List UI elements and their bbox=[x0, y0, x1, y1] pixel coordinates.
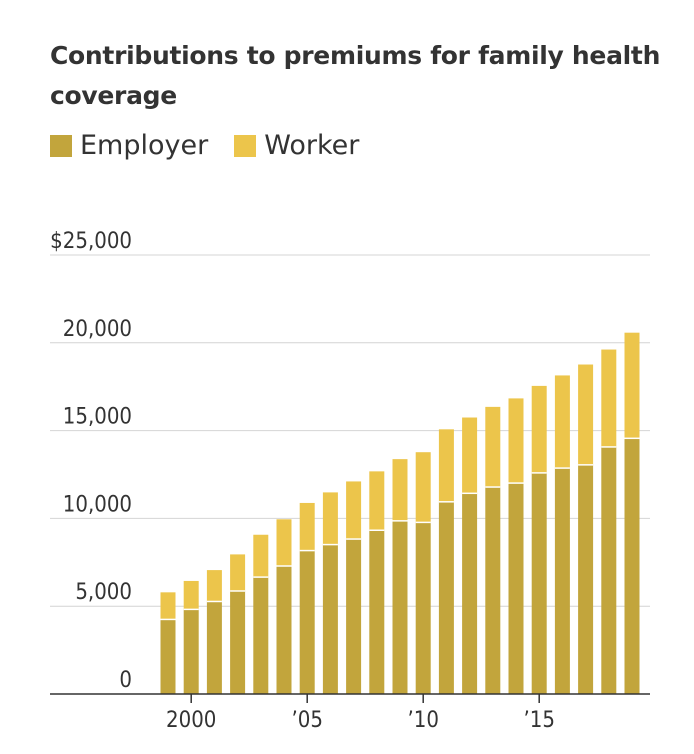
bar-worker-2015 bbox=[531, 385, 547, 473]
axes: 0 5,000 10,000 15,000 20,000 $25,000 2000 ’05 ’1… bbox=[50, 229, 650, 733]
legend-item-employer: Employer bbox=[50, 130, 208, 161]
y-tick-label: 20,000 bbox=[63, 317, 132, 342]
legend-swatch-worker bbox=[234, 134, 257, 157]
chart-title: Contributions to premiums for family hea… bbox=[50, 41, 661, 110]
bar-worker-2006 bbox=[322, 492, 338, 545]
bar-worker-2013 bbox=[485, 406, 501, 488]
bar-employer-2014 bbox=[508, 483, 524, 694]
bar-employer-2005 bbox=[299, 550, 315, 694]
y-tick-label: $25,000 bbox=[50, 229, 132, 254]
bar-worker-2014 bbox=[508, 398, 524, 484]
bar-employer-2012 bbox=[462, 493, 478, 694]
bar-employer-2009 bbox=[392, 520, 408, 694]
legend-label-employer: Employer bbox=[80, 130, 209, 161]
bar-employer-2006 bbox=[322, 544, 338, 694]
legend-label-worker: Worker bbox=[264, 130, 360, 161]
bar-worker-2018 bbox=[601, 349, 617, 447]
legend-item-worker: Worker bbox=[234, 130, 359, 161]
bar-employer-2003 bbox=[253, 577, 269, 694]
bar-employer-2018 bbox=[601, 446, 617, 694]
bar-worker-2017 bbox=[578, 364, 594, 465]
bar-worker-2000 bbox=[183, 580, 199, 610]
bar-employer-2000 bbox=[183, 609, 199, 694]
bar-worker-2002 bbox=[230, 554, 246, 591]
x-tick-label: ’15 bbox=[523, 708, 554, 733]
bar-employer-2008 bbox=[369, 530, 385, 694]
y-tick-label: 15,000 bbox=[63, 405, 132, 430]
legend: Employer Worker bbox=[50, 130, 385, 161]
y-tick-label: 0 bbox=[119, 668, 132, 693]
bar-employer-2001 bbox=[206, 601, 222, 694]
bar-employer-2002 bbox=[230, 590, 246, 694]
bar-worker-2003 bbox=[253, 534, 269, 578]
bar-worker-2001 bbox=[206, 570, 222, 602]
y-tick-label: 5,000 bbox=[75, 580, 132, 605]
bar-worker-1999 bbox=[160, 592, 176, 620]
bar-worker-2007 bbox=[346, 481, 362, 540]
bar-employer-2019 bbox=[624, 438, 640, 694]
bar-worker-2005 bbox=[299, 502, 315, 551]
bar-employer-2015 bbox=[531, 472, 547, 694]
bar-worker-2009 bbox=[392, 459, 408, 521]
bar-employer-2010 bbox=[415, 522, 431, 694]
y-tick-label: 10,000 bbox=[63, 492, 132, 517]
bar-employer-2011 bbox=[438, 501, 454, 694]
bar-employer-2007 bbox=[346, 539, 362, 694]
bar-employer-2016 bbox=[554, 468, 570, 694]
bar-employer-1999 bbox=[160, 619, 176, 694]
bar-employer-2017 bbox=[578, 464, 594, 694]
bar-worker-2004 bbox=[276, 519, 292, 567]
bar-employer-2013 bbox=[485, 487, 501, 694]
bar-worker-2016 bbox=[554, 375, 570, 469]
bar-worker-2012 bbox=[462, 417, 478, 494]
bar-worker-2011 bbox=[438, 429, 454, 502]
bars bbox=[160, 332, 640, 694]
bar-worker-2008 bbox=[369, 471, 385, 531]
bar-worker-2010 bbox=[415, 452, 431, 523]
bar-employer-2004 bbox=[276, 566, 292, 694]
legend-swatch-employer bbox=[50, 134, 72, 157]
x-tick-label: 2000 bbox=[166, 708, 216, 733]
x-tick-label: ’05 bbox=[291, 708, 322, 733]
bar-worker-2019 bbox=[624, 332, 640, 439]
x-tick-label: ’10 bbox=[407, 708, 438, 733]
